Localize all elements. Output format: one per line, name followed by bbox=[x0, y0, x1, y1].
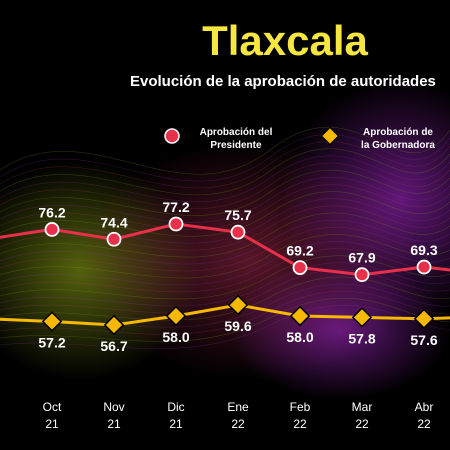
presidente-marker bbox=[168, 216, 184, 232]
gobernadora-marker bbox=[227, 294, 249, 316]
x-tick-label-month: Ene bbox=[227, 400, 249, 414]
x-axis: Oct 21 Nov 21 Dic 21 Ene 22 Feb 22 Mar 22 Abr 22 bbox=[43, 400, 434, 431]
x-tick-label-year: 22 bbox=[417, 417, 431, 431]
presidente-data-label: 77.2 bbox=[162, 199, 189, 215]
x-tick-label-year: 21 bbox=[45, 417, 59, 431]
gobernadora-data-label: 57.8 bbox=[348, 330, 375, 346]
presidente-data-label: 76.2 bbox=[38, 204, 65, 220]
gobernadora-marker bbox=[103, 314, 125, 336]
gobernadora-marker bbox=[165, 305, 187, 327]
presidente-marker bbox=[106, 231, 122, 247]
presidente-data-label: 69.3 bbox=[410, 242, 437, 258]
gobernadora-marker bbox=[413, 308, 435, 330]
gobernadora-series: 657.256.758.059.658.057.857.6 bbox=[0, 294, 450, 354]
x-tick-label-year: 22 bbox=[231, 417, 245, 431]
presidente-marker bbox=[416, 259, 432, 275]
x-tick-label-month: Mar bbox=[352, 400, 373, 414]
legend: Aprobación del Presidente Aprobación de … bbox=[164, 126, 435, 151]
presidente-marker bbox=[292, 260, 308, 276]
legend-gobernadora-label-line2: la Gobernadora bbox=[361, 140, 435, 151]
presidente-marker bbox=[44, 222, 60, 237]
gobernadora-marker bbox=[41, 311, 63, 332]
x-tick-label-month: Abr bbox=[415, 400, 434, 414]
chart-subtitle: Evolución de la aprobación de autoridade… bbox=[130, 73, 436, 90]
x-tick-label-year: 22 bbox=[355, 417, 369, 431]
gobernadora-data-label: 58.0 bbox=[286, 329, 313, 345]
gobernadora-marker bbox=[351, 307, 373, 328]
gobernadora-data-label: 59.6 bbox=[224, 318, 251, 334]
presidente-marker bbox=[354, 267, 370, 283]
gobernadora-data-label: 57.2 bbox=[38, 335, 65, 351]
presidente-series: 676.274.477.275.769.267.969.3 bbox=[0, 199, 450, 283]
presidente-data-label: 67.9 bbox=[348, 250, 375, 266]
x-tick-label-month: Feb bbox=[290, 400, 311, 414]
x-tick-label-month: Dic bbox=[167, 400, 184, 414]
x-tick-label-year: 22 bbox=[293, 417, 307, 431]
x-tick-label-year: 21 bbox=[169, 417, 183, 431]
x-tick-label-year: 21 bbox=[107, 417, 121, 431]
x-tick-label-month: Oct bbox=[43, 400, 62, 414]
legend-presidente-label-line1: Aprobación del bbox=[200, 127, 273, 138]
legend-presidente-marker bbox=[164, 128, 180, 144]
gobernadora-data-label: 57.6 bbox=[410, 332, 437, 348]
legend-gobernadora-marker bbox=[320, 126, 340, 146]
chart-title: Tlaxcala bbox=[202, 17, 368, 64]
legend-presidente-label-line2: Presidente bbox=[210, 140, 262, 151]
series-layer: 676.274.477.275.769.267.969.3657.256.758… bbox=[0, 199, 450, 354]
presidente-marker bbox=[230, 224, 246, 240]
gobernadora-data-label: 56.7 bbox=[100, 338, 127, 354]
gobernadora-data-label: 58.0 bbox=[162, 329, 189, 345]
x-tick-label-month: Nov bbox=[103, 400, 124, 414]
presidente-data-label: 69.2 bbox=[286, 243, 313, 259]
presidente-data-label: 75.7 bbox=[224, 207, 251, 223]
presidente-data-label: 74.4 bbox=[100, 214, 127, 230]
legend-gobernadora-label-line1: Aprobación de bbox=[363, 127, 433, 138]
gobernadora-marker bbox=[289, 305, 311, 327]
